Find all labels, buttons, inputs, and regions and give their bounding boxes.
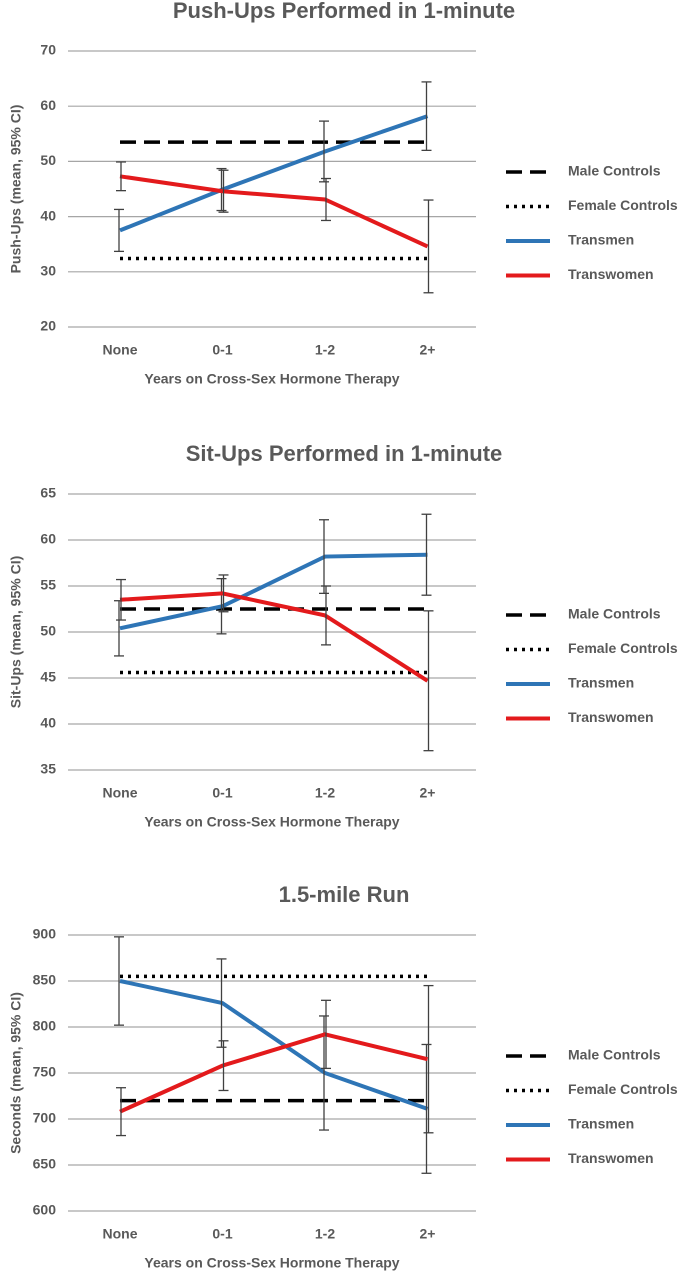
series-line — [119, 591, 429, 683]
legend-label: Transwomen — [568, 266, 654, 282]
x-tick-label: None — [103, 785, 138, 801]
x-tick-label: None — [103, 342, 138, 358]
y-axis-label: Seconds (mean, 95% CI) — [8, 992, 24, 1154]
y-axis-label: Sit-Ups (mean, 95% CI) — [8, 556, 24, 708]
x-tick-label: 2+ — [420, 1226, 436, 1242]
y-tick-label: 800 — [33, 1018, 57, 1034]
series-line — [119, 114, 429, 233]
y-tick-label: 60 — [40, 97, 56, 113]
x-tick-label: 2+ — [420, 785, 436, 801]
chart: Push-Ups Performed in 1-minute Push-Ups (… — [8, 0, 678, 387]
legend-label: Transmen — [568, 232, 634, 248]
series-line — [119, 979, 429, 1111]
y-tick-label: 900 — [33, 926, 57, 942]
y-tick-label: 40 — [40, 715, 56, 731]
y-tick-label: 60 — [40, 531, 56, 547]
chart: Sit-Ups Performed in 1-minute Sit-Ups (me… — [8, 441, 678, 830]
y-tick-label: 35 — [40, 761, 56, 777]
y-tick-label: 50 — [40, 152, 56, 168]
y-tick-label: 30 — [40, 263, 56, 279]
legend-label: Transmen — [568, 675, 634, 691]
x-axis-label: Years on Cross-Sex Hormone Therapy — [144, 814, 399, 830]
x-tick-label: 0-1 — [212, 785, 232, 801]
legend-label: Male Controls — [568, 606, 661, 622]
x-tick-label: 1-2 — [315, 1226, 335, 1242]
y-tick-label: 65 — [40, 485, 56, 501]
y-tick-label: 55 — [40, 577, 56, 593]
y-tick-label: 50 — [40, 623, 56, 639]
x-tick-label: None — [103, 1226, 138, 1242]
x-axis-label: Years on Cross-Sex Hormone Therapy — [144, 1255, 399, 1271]
x-tick-label: 2+ — [420, 342, 436, 358]
series-line — [119, 174, 429, 249]
y-tick-label: 650 — [33, 1156, 57, 1172]
y-tick-label: 70 — [40, 42, 56, 58]
y-axis-label: Push-Ups (mean, 95% CI) — [8, 105, 24, 274]
chart-title: Sit-Ups Performed in 1-minute — [186, 441, 503, 466]
x-axis-label: Years on Cross-Sex Hormone Therapy — [144, 371, 399, 387]
chart-title: 1.5-mile Run — [279, 882, 410, 907]
y-tick-label: 700 — [33, 1110, 57, 1126]
y-tick-label: 45 — [40, 669, 56, 685]
y-tick-label: 40 — [40, 207, 56, 223]
x-tick-label: 1-2 — [315, 785, 335, 801]
chart: 1.5-mile Run Seconds (mean, 95% CI) Years … — [8, 882, 678, 1271]
x-tick-label: 0-1 — [212, 342, 232, 358]
y-tick-label: 600 — [33, 1202, 57, 1218]
y-tick-label: 20 — [40, 318, 56, 334]
x-tick-label: 0-1 — [212, 1226, 232, 1242]
series-line — [119, 1032, 428, 1114]
chart-title: Push-Ups Performed in 1-minute — [173, 0, 515, 23]
series-line — [119, 552, 428, 631]
legend-label: Transwomen — [568, 1150, 654, 1166]
y-tick-label: 750 — [33, 1064, 57, 1080]
y-tick-label: 850 — [33, 972, 57, 988]
legend-label: Female Controls — [568, 1081, 678, 1097]
legend-label: Transwomen — [568, 709, 654, 725]
legend-label: Female Controls — [568, 640, 678, 656]
legend-label: Male Controls — [568, 1047, 661, 1063]
legend-label: Female Controls — [568, 197, 678, 213]
legend-label: Transmen — [568, 1116, 634, 1132]
legend-label: Male Controls — [568, 163, 661, 179]
x-tick-label: 1-2 — [315, 342, 335, 358]
